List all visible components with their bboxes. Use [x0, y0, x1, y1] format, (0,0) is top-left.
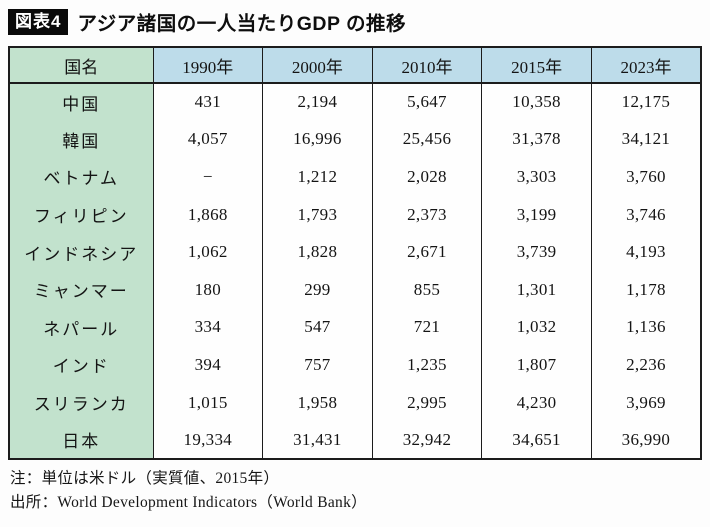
gdp-value: 4,193: [590, 233, 702, 271]
gdp-value: 431: [152, 83, 264, 121]
column-header-year: 2015年: [481, 47, 592, 84]
page: 図表4 アジア諸国の一人当たりGDP の推移 国名 1990年 2000年 2010年…: [8, 8, 702, 515]
table-row: ミャンマー 180 299 855 1,301 1,178: [8, 270, 702, 309]
country-name: ネパール: [8, 308, 154, 347]
country-name: スリランカ: [8, 383, 154, 422]
gdp-value: 334: [152, 308, 264, 347]
table-row: インド 394 757 1,235 1,807 2,236: [8, 346, 702, 384]
country-name: 日本: [8, 421, 154, 459]
gdp-value: 3,760: [590, 158, 702, 196]
column-header-year: 2010年: [371, 47, 483, 84]
country-name: 中国: [8, 83, 154, 121]
gdp-value: 1,301: [481, 270, 592, 309]
country-name: 韓国: [8, 120, 154, 159]
gdp-value: 394: [152, 346, 264, 384]
gdp-value: 3,303: [481, 158, 592, 196]
gdp-value: 31,431: [262, 421, 373, 459]
gdp-value: 547: [262, 308, 373, 347]
gdp-value: 36,990: [590, 421, 702, 459]
table-row: ベトナム −1,212 2,028 3,303 3,760: [8, 158, 702, 196]
table-row: 中国 431 2,194 5,647 10,358 12,175: [8, 83, 702, 121]
gdp-value: 3,739: [481, 233, 592, 271]
gdp-table: 国名 1990年 2000年 2010年 2015年 2023年 中国 431 2,194 5,…: [8, 46, 702, 460]
gdp-value: 3,746: [590, 195, 702, 234]
table-row: フィリピン 1,868 1,793 2,373 3,199 3,746: [8, 195, 702, 234]
table-body: 中国 431 2,194 5,647 10,358 12,175 韓国 4,057 16,996…: [8, 83, 702, 459]
gdp-value: 1,062: [152, 233, 264, 271]
gdp-value: 32,942: [371, 421, 483, 459]
country-name: インドネシア: [8, 233, 154, 271]
gdp-value: 16,996: [262, 120, 373, 159]
gdp-value: 299: [262, 270, 373, 309]
column-header-year: 2000年: [262, 47, 373, 84]
gdp-value: 12,175: [590, 83, 702, 121]
gdp-value: 2,028: [371, 158, 483, 196]
country-name: ベトナム: [8, 158, 154, 196]
gdp-value: −: [152, 158, 264, 196]
table-row: 韓国 4,057 16,996 25,456 31,378 34,121: [8, 120, 702, 159]
gdp-value: 757: [262, 346, 373, 384]
gdp-value: 1,178: [590, 270, 702, 309]
gdp-value: 10,358: [481, 83, 592, 121]
table-row: インドネシア 1,062 1,828 2,671 3,739 4,193: [8, 233, 702, 271]
gdp-value: 19,334: [152, 421, 264, 459]
gdp-value: 2,373: [371, 195, 483, 234]
gdp-value: 4,230: [481, 383, 592, 422]
gdp-value: 1,015: [152, 383, 264, 422]
gdp-value: 1,212: [262, 158, 373, 196]
country-name: ミャンマー: [8, 270, 154, 309]
gdp-value: 1,828: [262, 233, 373, 271]
figure-title-row: 図表4 アジア諸国の一人当たりGDP の推移: [8, 8, 702, 35]
figure-title: アジア諸国の一人当たりGDP の推移: [77, 13, 407, 35]
gdp-value: 1,235: [371, 346, 483, 384]
table-row: ネパール 334 547 721 1,032 1,136: [8, 308, 702, 347]
gdp-value: 1,136: [590, 308, 702, 347]
gdp-value: 180: [152, 270, 264, 309]
gdp-value: 1,958: [262, 383, 373, 422]
gdp-value: 1,032: [481, 308, 592, 347]
gdp-value: 5,647: [371, 83, 483, 121]
gdp-value: 31,378: [481, 120, 592, 159]
gdp-value: 1,807: [481, 346, 592, 384]
gdp-value: 3,969: [590, 383, 702, 422]
country-name: フィリピン: [8, 195, 154, 234]
gdp-value: 721: [371, 308, 483, 347]
gdp-value: 855: [371, 270, 483, 309]
source-note: 出所：World Development Indicators（World Ba…: [10, 493, 367, 511]
gdp-value: 25,456: [371, 120, 483, 159]
table-notes: 注：単位は米ドル（実質値、2015年） 出所：World Development…: [8, 467, 702, 515]
column-header-year: 1990年: [152, 47, 264, 84]
table-row: 日本 19,334 31,431 32,942 34,651 36,990: [8, 421, 702, 459]
gdp-value: 2,995: [371, 383, 483, 422]
gdp-value: 4,057: [152, 120, 264, 159]
table-header: 国名 1990年 2000年 2010年 2015年 2023年: [8, 47, 702, 84]
figure-number-badge: 図表4: [8, 8, 69, 35]
header-row: 国名 1990年 2000年 2010年 2015年 2023年: [8, 47, 702, 84]
gdp-value: 3,199: [481, 195, 592, 234]
gdp-value: 2,671: [371, 233, 483, 271]
column-header-country: 国名: [8, 47, 154, 84]
column-header-year: 2023年: [590, 47, 702, 84]
country-name: インド: [8, 346, 154, 384]
table-row: スリランカ 1,015 1,958 2,995 4,230 3,969: [8, 383, 702, 422]
gdp-value: 2,236: [590, 346, 702, 384]
gdp-value: 34,651: [481, 421, 592, 459]
unit-note: 注：単位は米ドル（実質値、2015年）: [10, 469, 280, 487]
gdp-value: 1,868: [152, 195, 264, 234]
gdp-value: 1,793: [262, 195, 373, 234]
gdp-value: 34,121: [590, 120, 702, 159]
gdp-value: 2,194: [262, 83, 373, 121]
